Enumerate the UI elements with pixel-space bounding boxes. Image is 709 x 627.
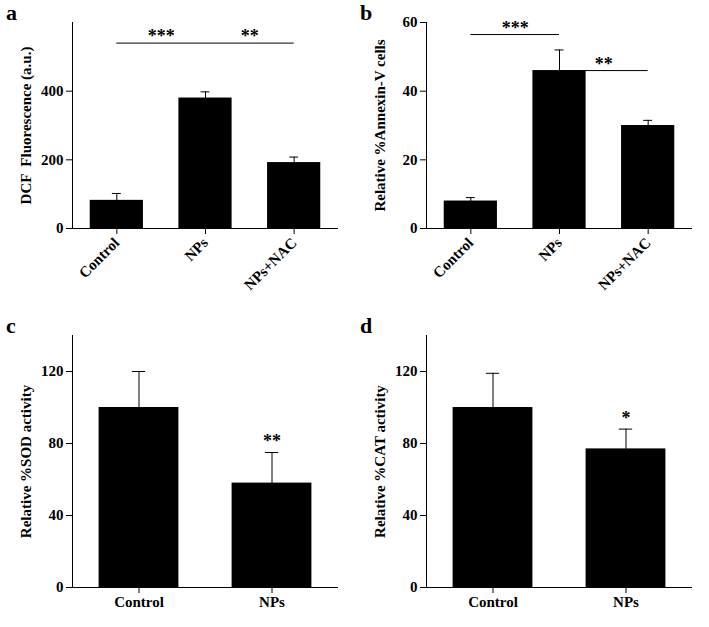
svg-text:60: 60	[403, 14, 418, 30]
svg-text:0: 0	[56, 579, 64, 595]
svg-text:***: ***	[502, 18, 529, 38]
svg-text:**: **	[263, 431, 281, 451]
svg-text:Control: Control	[430, 235, 476, 281]
svg-text:20: 20	[403, 152, 418, 168]
svg-text:DCF Fluorescence (a.u.): DCF Fluorescence (a.u.)	[18, 47, 35, 205]
svg-text:200: 200	[41, 152, 64, 168]
svg-text:NPs: NPs	[259, 594, 285, 610]
svg-text:80: 80	[49, 435, 64, 451]
svg-text:Relative %SOD activity: Relative %SOD activity	[18, 384, 34, 538]
svg-text:40: 40	[403, 507, 418, 523]
svg-text:**: **	[595, 54, 613, 74]
svg-text:80: 80	[403, 435, 418, 451]
html-text:c: c	[6, 313, 16, 338]
html-text:b: b	[360, 0, 373, 25]
html-text:a: a	[6, 0, 17, 25]
svg-text:Control: Control	[468, 594, 518, 610]
svg-text:40: 40	[403, 83, 418, 99]
svg-text:Control: Control	[114, 594, 164, 610]
svg-text:NPs+NAC: NPs+NAC	[595, 235, 654, 294]
svg-text:NPs+NAC: NPs+NAC	[241, 235, 300, 294]
svg-text:Control: Control	[76, 235, 122, 281]
svg-text:NPs: NPs	[181, 234, 211, 264]
html-text:d: d	[360, 313, 373, 338]
svg-text:NPs: NPs	[535, 234, 565, 264]
svg-text:120: 120	[395, 363, 418, 379]
svg-text:120: 120	[41, 363, 64, 379]
svg-text:**: **	[241, 26, 259, 46]
svg-text:0: 0	[410, 579, 418, 595]
svg-text:0: 0	[410, 220, 418, 236]
svg-text:***: ***	[148, 26, 175, 46]
svg-text:Relative %Annexin-V cells: Relative %Annexin-V cells	[372, 39, 388, 211]
svg-text:*: *	[622, 408, 631, 428]
svg-text:NPs: NPs	[613, 594, 639, 610]
svg-text:400: 400	[41, 83, 64, 99]
svg-text:Relative %CAT activity: Relative %CAT activity	[372, 385, 388, 538]
svg-text:40: 40	[49, 507, 64, 523]
svg-text:0: 0	[56, 220, 64, 236]
